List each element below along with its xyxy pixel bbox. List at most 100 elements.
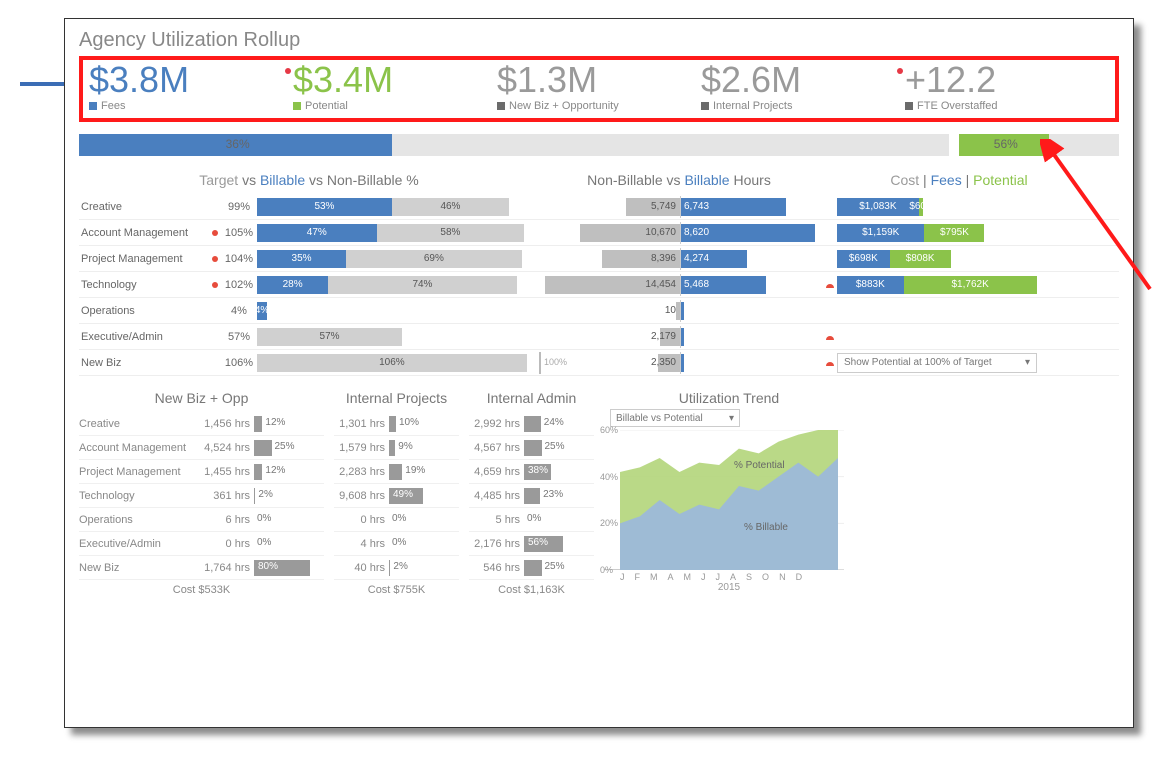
header-cfp: Cost | Fees | Potential (819, 172, 1099, 188)
btable-hours: 1,455 hrs (199, 466, 254, 478)
trend-dropdown-label: Billable vs Potential (616, 413, 703, 424)
section-headers: Target vs Billable vs Non-Billable % Non… (79, 172, 1119, 188)
btable-hours: 4,524 hrs (199, 442, 254, 454)
btable-pct: 2% (393, 561, 407, 572)
label-billable: Billable (260, 172, 305, 188)
big-bar-1: 56% (959, 134, 1119, 156)
btable-bar-fill (524, 488, 540, 504)
kpi-value: +12.2 (905, 62, 1109, 98)
dept-row: Technology102%28%74%14,4545,468$883K$1,7… (79, 272, 1119, 298)
btable-pct: 0% (392, 537, 406, 548)
btable-bar: 80% (254, 560, 324, 576)
btable-bar: 38% (524, 464, 594, 480)
kpi-label: Potential (293, 100, 497, 112)
annotation-arrow-left (20, 82, 64, 86)
big-bar-label: 36% (226, 137, 250, 151)
swatch-icon (905, 102, 913, 110)
btable-row: 40 hrs2% (334, 556, 459, 580)
chevron-down-icon: ▾ (729, 413, 734, 424)
btable-hours: 2,176 hrs (469, 538, 524, 550)
btable-bar-fill (254, 440, 272, 456)
btable-row: 2,176 hrs 56% (469, 532, 594, 556)
btable-row: 1,301 hrs10% (334, 412, 459, 436)
cfp-fees-seg: $1,159K (837, 224, 924, 242)
btable-pct: 49% (393, 489, 413, 500)
trend-month: O (762, 572, 769, 582)
tvb-billable-seg: 4% (257, 302, 267, 320)
dept-row: Creative99%53%46%5,7496,743$1,083K$60K (79, 194, 1119, 220)
kpi-row: $3.8MFees$3.4MPotential$1.3MNew Biz + Op… (79, 56, 1119, 122)
potential-dropdown[interactable]: Show Potential at 100% of Target▾ (837, 353, 1037, 373)
btable-pct: 38% (528, 465, 548, 476)
trend-month: A (730, 572, 736, 582)
tvb-billable-seg: 28% (257, 276, 328, 294)
btable-pct: 80% (258, 561, 278, 572)
trend-ytick: 60% (600, 425, 618, 435)
tvb-billable-seg: 53% (257, 198, 392, 216)
btable-pct: 56% (528, 537, 548, 548)
dept-target-pct: 99% (221, 201, 257, 213)
nbvb-left: 10,670 (580, 224, 680, 242)
btable-bar: 24% (524, 416, 594, 432)
btable-foot: Cost $755K (334, 584, 459, 596)
btable-hours: 4,659 hrs (469, 466, 524, 478)
nbvb-left: 2,179 (660, 328, 680, 346)
btable-bar: 0% (254, 536, 324, 552)
btable-hours: 361 hrs (199, 490, 254, 502)
swatch-icon (497, 102, 505, 110)
trend-dropdown[interactable]: Billable vs Potential ▾ (610, 409, 740, 427)
dept-target-pct: 105% (221, 227, 257, 239)
tvb-bar: 106%100% (257, 354, 537, 372)
btable-pct: 0% (257, 513, 271, 524)
swatch-icon (701, 102, 709, 110)
kpi-2: $1.3MNew Biz + Opportunity (497, 62, 701, 112)
trend-month: M (650, 572, 658, 582)
btable-row: 2,283 hrs19% (334, 460, 459, 484)
btable-title: Internal Admin (469, 390, 594, 406)
dept-name: New Biz (79, 357, 209, 369)
kpi-4: +12.2FTE Overstaffed (905, 62, 1109, 112)
tvb-nonbill-seg: 74% (328, 276, 516, 294)
trend-month: M (684, 572, 692, 582)
trend-month: J (620, 572, 625, 582)
dept-name: Creative (79, 201, 209, 213)
nbvb-right: 6,743 (680, 198, 786, 216)
btable-name: Technology (79, 490, 199, 502)
nbvb-bar: 2,3501 (545, 354, 815, 372)
label-potential: Potential (973, 172, 1027, 188)
kpi-value: $3.8M (89, 62, 293, 98)
trend-month: N (779, 572, 786, 582)
btable-row: Project Management1,455 hrs12% (79, 460, 324, 484)
nbvb-right: 8,620 (680, 224, 815, 242)
tvb-nonbill-seg: 69% (346, 250, 522, 268)
btable-name: Creative (79, 418, 199, 430)
trend-x-axis: JFMAMJJASOND (604, 572, 854, 582)
dept-target-pct: 102% (221, 279, 257, 291)
btable-bar: 56% (524, 536, 594, 552)
tvb-billable-seg: 47% (257, 224, 377, 242)
svg-text:% Potential: % Potential (734, 460, 785, 471)
btable-foot: Cost $1,163K (469, 584, 594, 596)
btable-pct: 25% (275, 441, 295, 452)
big-bar-0: 36% (79, 134, 949, 156)
btable-hours: 2,283 hrs (334, 466, 389, 478)
chevron-down-icon: ▾ (1025, 357, 1030, 368)
tvb-bar: 28%74% (257, 276, 537, 294)
btable-pct: 0% (527, 513, 541, 524)
nbvb-left: 14,454 (545, 276, 680, 294)
btable-bar: 0% (389, 536, 459, 552)
tvb-nonbill-seg: 58% (377, 224, 525, 242)
trend-month: J (716, 572, 721, 582)
btable-bar: 25% (254, 440, 324, 456)
trend-month: D (796, 572, 803, 582)
cfp-fees-seg: $698K (837, 250, 890, 268)
nbvb-bar: 10,6708,620 (545, 224, 815, 242)
btable-hours: 0 hrs (199, 538, 254, 550)
btable-bar: 12% (254, 464, 324, 480)
btable-bar-fill (254, 416, 262, 432)
btable-pct: 2% (258, 489, 272, 500)
btable-row: 4 hrs0% (334, 532, 459, 556)
table-internal-admin: Internal Admin2,992 hrs24%4,567 hrs25%4,… (469, 390, 594, 596)
kpi-1: $3.4MPotential (293, 62, 497, 112)
btable-bar: 0% (389, 512, 459, 528)
